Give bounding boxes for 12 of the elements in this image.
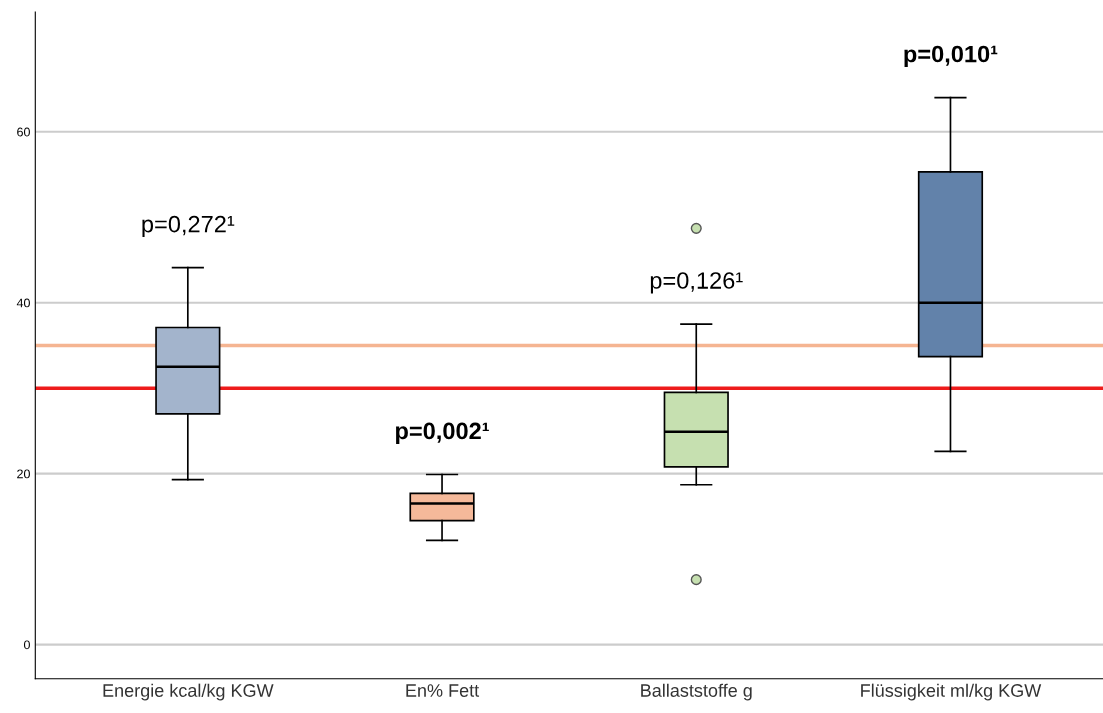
x-tick-label: Energie kcal/kg KGW (103, 683, 274, 701)
annotation: p=0,002¹ (396, 422, 489, 444)
x-tick-label: Flüssigkeit ml/kg KGW (861, 683, 1042, 701)
y-tick-label: 40 (16, 298, 30, 308)
y-tick-label: 20 (17, 469, 30, 479)
x-tick-label: En% Fett (406, 684, 480, 697)
annotation: p=0,010¹ (904, 45, 998, 68)
x-tick-label: Ballaststoffe g (641, 683, 752, 701)
annotation: p=0,126¹ (650, 272, 743, 294)
annotation: p=0,272¹ (142, 215, 235, 238)
y-tick-label: 0 (23, 640, 30, 650)
y-tick-label: 60 (17, 127, 30, 137)
